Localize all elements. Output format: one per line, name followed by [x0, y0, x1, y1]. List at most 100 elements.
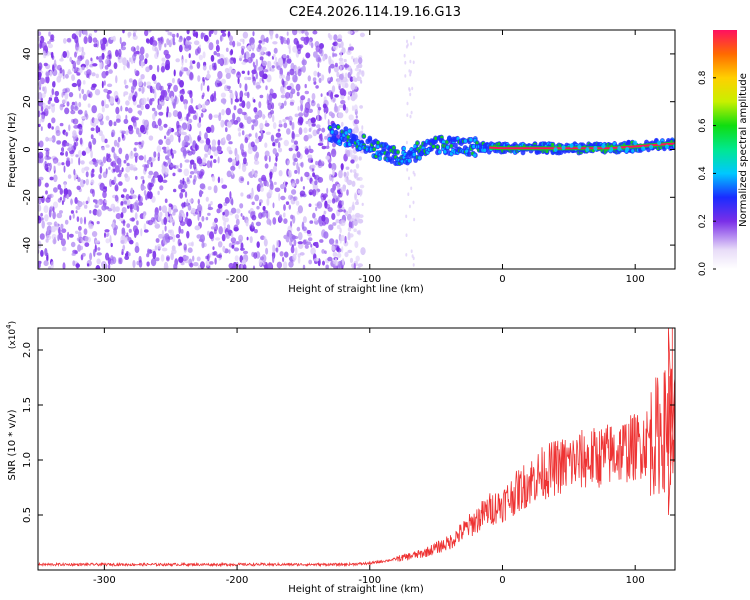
- noise-speck: [235, 241, 240, 245]
- noise-speck: [283, 122, 288, 129]
- noise-speck: [165, 155, 170, 161]
- noise-speck: [186, 30, 190, 35]
- noise-speck: [110, 36, 114, 40]
- noise-speck: [234, 214, 239, 220]
- noise-speck: [315, 160, 319, 166]
- signal-spot: [341, 136, 347, 143]
- noise-speck: [215, 237, 221, 241]
- noise-speck: [265, 131, 271, 135]
- noise-speck: [66, 194, 69, 200]
- signal-spot: [617, 146, 622, 151]
- noise-speck: [161, 57, 166, 62]
- noise-speck: [125, 253, 129, 257]
- noise-speck: [242, 215, 245, 220]
- noise-speck: [312, 212, 316, 219]
- noise-speck: [177, 111, 182, 120]
- noise-speck: [264, 122, 270, 127]
- noise-speck: [52, 201, 59, 209]
- noise-speck: [133, 147, 137, 152]
- colorbar-label: Normalized spectral amplitude: [738, 73, 749, 227]
- noise-speck: [232, 158, 237, 166]
- noise-speck: [351, 180, 356, 187]
- noise-speck: [354, 201, 359, 205]
- noise-speck: [412, 200, 415, 205]
- noise-speck: [132, 260, 136, 268]
- noise-speck: [221, 78, 226, 85]
- noise-speck: [160, 254, 165, 262]
- noise-speck: [217, 241, 223, 248]
- noise-speck: [125, 100, 130, 106]
- noise-speck: [409, 114, 412, 119]
- noise-speck: [136, 45, 140, 51]
- noise-speck: [258, 258, 263, 266]
- noise-speck: [111, 146, 115, 153]
- noise-speck: [252, 80, 256, 86]
- signal-spot: [348, 142, 352, 147]
- noise-speck: [245, 219, 249, 227]
- noise-speck: [113, 62, 118, 70]
- noise-speck: [338, 104, 344, 109]
- noise-speck: [120, 201, 124, 206]
- noise-speck: [51, 88, 55, 96]
- noise-speck: [184, 58, 188, 63]
- noise-speck: [45, 190, 48, 195]
- noise-speck: [41, 195, 45, 204]
- noise-speck: [234, 90, 237, 97]
- noise-speck: [352, 94, 358, 98]
- noise-speck: [114, 184, 119, 192]
- noise-speck: [405, 253, 408, 257]
- noise-speck: [409, 59, 412, 64]
- noise-speck: [354, 67, 360, 72]
- noise-speck: [227, 30, 231, 38]
- noise-speck: [233, 105, 237, 111]
- noise-speck: [67, 69, 72, 75]
- noise-speck: [244, 92, 249, 96]
- y-tick-label: 20: [22, 95, 33, 108]
- noise-speck: [154, 91, 157, 99]
- noise-speck: [145, 53, 149, 59]
- noise-speck: [258, 66, 263, 72]
- noise-speck: [146, 97, 150, 102]
- noise-speck: [38, 157, 42, 164]
- noise-speck: [239, 90, 244, 99]
- noise-speck: [176, 32, 179, 38]
- noise-speck: [288, 204, 291, 210]
- noise-speck: [221, 32, 227, 37]
- noise-speck: [251, 201, 255, 206]
- noise-speck: [59, 58, 64, 62]
- noise-speck: [160, 99, 165, 107]
- noise-speck: [361, 249, 365, 255]
- noise-speck: [226, 234, 230, 239]
- noise-speck: [120, 212, 124, 219]
- noise-speck: [238, 132, 242, 137]
- noise-speck: [270, 134, 275, 142]
- noise-speck: [264, 163, 269, 169]
- noise-speck: [236, 71, 242, 79]
- noise-speck: [143, 229, 149, 233]
- noise-speck: [280, 37, 286, 41]
- noise-speck: [275, 247, 279, 253]
- noise-speck: [291, 235, 296, 240]
- noise-speck: [60, 223, 64, 229]
- noise-speck: [272, 122, 277, 130]
- noise-speck: [90, 127, 95, 132]
- noise-speck: [411, 254, 414, 258]
- noise-speck: [164, 261, 168, 268]
- noise-speck: [272, 255, 275, 263]
- noise-speck: [361, 125, 364, 130]
- noise-speck: [175, 164, 180, 169]
- noise-speck: [101, 204, 107, 211]
- noise-speck: [161, 205, 168, 214]
- noise-speck: [319, 43, 324, 49]
- noise-speck: [38, 199, 42, 204]
- noise-speck: [72, 213, 75, 219]
- noise-speck: [110, 242, 113, 248]
- x-tick-label: -200: [226, 575, 249, 586]
- noise-speck: [212, 221, 216, 228]
- noise-speck: [67, 174, 72, 179]
- noise-speck: [179, 192, 184, 199]
- noise-speck: [308, 148, 314, 154]
- noise-speck: [106, 157, 112, 163]
- noise-speck: [165, 30, 170, 33]
- noise-speck: [279, 214, 282, 219]
